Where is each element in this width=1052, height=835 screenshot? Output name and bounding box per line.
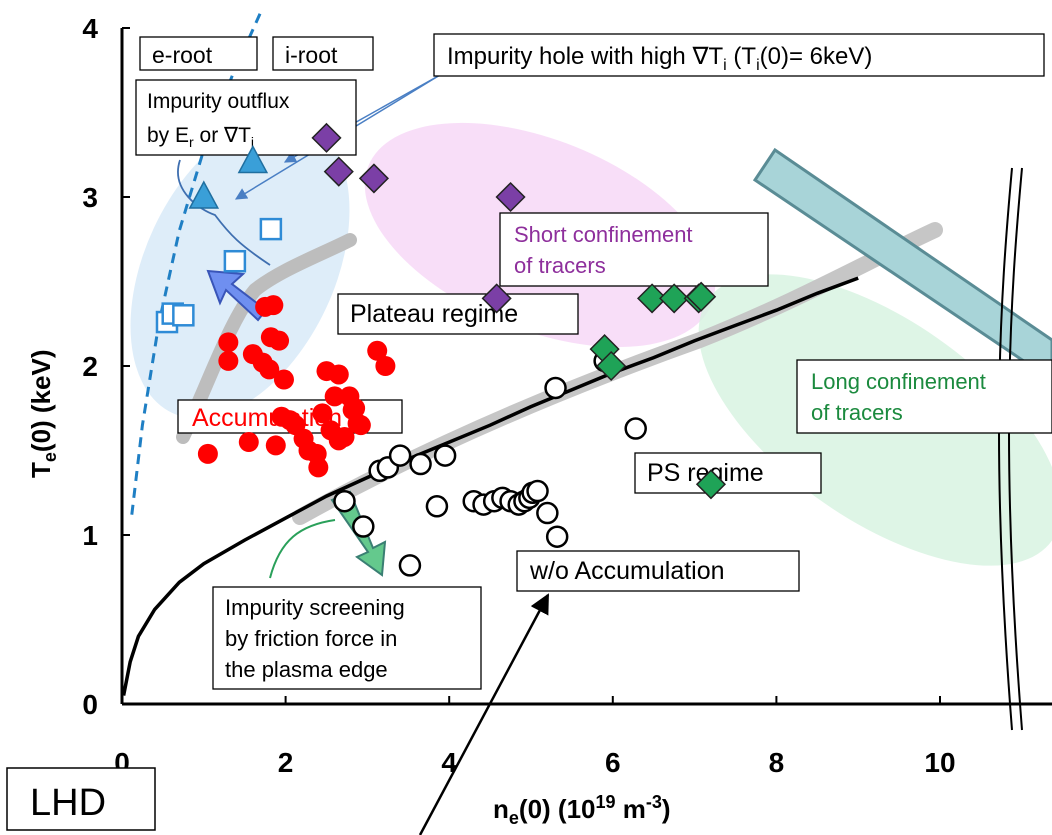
no-accumulation-point (526, 479, 549, 503)
screening-line2: by friction force in (225, 626, 397, 651)
outflux-curve (177, 159, 271, 266)
diamond-point (596, 350, 627, 382)
accumulation-point (273, 369, 294, 390)
square-point (172, 304, 195, 327)
diamond-point (323, 156, 354, 187)
e-root-boundary-dashed (130, 7, 265, 515)
y-axis-title: Te(0) (keV) (26, 350, 60, 478)
data-points (155, 122, 727, 577)
screening-line3: the plasma edge (225, 657, 388, 682)
no-accumulation-point (544, 376, 567, 400)
outflux-label-line2: by Er or ∇Ti (147, 124, 254, 150)
boundary-curve (121, 276, 859, 696)
no-accumulation-point (388, 444, 412, 467)
triangle-point (188, 180, 220, 209)
accumulation-point (218, 350, 239, 371)
x-tick-label: 10 (924, 747, 955, 778)
y-tick-label: 0 (82, 689, 98, 720)
x-tick-label: 6 (605, 747, 621, 778)
y-tick-label: 2 (82, 351, 98, 382)
y-tick-label: 1 (82, 520, 98, 551)
accumulation-point (350, 415, 371, 436)
wo-accumulation-label: w/o Accumulation (529, 557, 725, 585)
long-confinement-line1: Long confinement (811, 369, 986, 394)
accumulation-point (265, 435, 286, 456)
long-conf-box (796, 359, 1052, 434)
e-root-box (139, 36, 258, 71)
accumulation-point (269, 330, 290, 351)
diamond-point (659, 283, 690, 314)
accumulation-point (375, 356, 396, 376)
grey-band-left (176, 233, 357, 444)
short-confinement-line2: of tracers (514, 253, 606, 278)
x-tick-label: 4 (441, 747, 457, 778)
screening-box (212, 586, 482, 690)
accumulation-point (197, 443, 218, 464)
x-tick-label: 2 (278, 747, 294, 778)
short-confinement-line1: Short confinement (514, 222, 693, 247)
i-root-box (272, 36, 374, 71)
accumulation-point (263, 295, 284, 316)
short-conf-box (499, 212, 769, 287)
accumulation-point (312, 403, 333, 424)
wo-acc-box (516, 550, 800, 592)
y-tick-label: 3 (82, 182, 98, 213)
outflux-label-line1: Impurity outflux (147, 90, 290, 113)
accumulation-point (324, 386, 345, 407)
diamond-point (695, 469, 727, 500)
screening-line1: Impurity screening (225, 595, 405, 620)
diamond-point (637, 283, 668, 314)
plateau-box (337, 293, 579, 335)
impurity-hole-label: Impurity hole with high ∇Ti (Ti(0)= 6keV… (447, 43, 872, 74)
no-accumulation-point (425, 495, 449, 518)
diamond-point (495, 181, 526, 213)
accumulation-point (259, 359, 280, 380)
diamond-point (686, 281, 717, 312)
device-label: LHD (30, 782, 106, 824)
impurity-hole-box (433, 33, 1045, 77)
no-accumulation-point (333, 489, 356, 513)
i-root-label: i-root (285, 42, 338, 68)
accumulation-point (345, 398, 366, 419)
no-accumulation-point (624, 417, 647, 440)
teal-bar (752, 147, 1052, 382)
accumulation-point (328, 430, 349, 451)
diamond-point (358, 163, 390, 194)
no-accumulation-point (433, 444, 457, 467)
accumulation-point (328, 364, 349, 385)
device-label-box (6, 767, 156, 831)
no-accumulation-point (352, 515, 375, 538)
accumulation-point (238, 432, 259, 453)
accumulation-point (218, 332, 239, 353)
accumulation-point (367, 340, 388, 361)
long-confinement-line2: of tracers (811, 400, 903, 425)
annotations: e-root i-root Impurity hole with high ∇Ti … (135, 33, 1052, 690)
screening-curve (269, 519, 336, 579)
no-accumulation-point (536, 501, 559, 525)
no-accumulation-point (398, 554, 422, 577)
ps-regime-box (634, 452, 822, 494)
no-accumulation-point (545, 525, 569, 548)
wo-accumulation-arrow (418, 593, 550, 835)
diamond-point (311, 122, 342, 153)
square-point (259, 217, 283, 241)
accumulation-point (308, 457, 329, 478)
square-point (223, 249, 247, 273)
y-tick-label: 4 (82, 13, 98, 44)
triangle-point (237, 144, 269, 174)
e-root-label: e-root (152, 42, 213, 68)
x-axis-title: ne(0) (1019 m-3) (493, 792, 671, 828)
x-tick-label: 8 (769, 747, 785, 778)
no-accumulation-point (409, 452, 432, 476)
diamond-point (481, 283, 512, 314)
